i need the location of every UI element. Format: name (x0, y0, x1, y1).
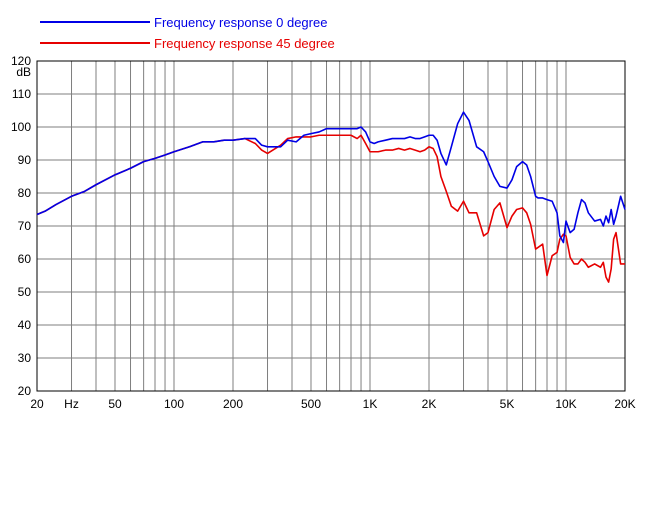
y-tick-label: 100 (11, 120, 31, 134)
legend: Frequency response 0 degree Frequency res… (40, 15, 335, 51)
y-tick-label: 80 (18, 186, 32, 200)
y-tick-label: 120 (11, 54, 31, 68)
series-line (36, 111, 626, 244)
series-layer (36, 111, 626, 283)
x-tick-label: 20 (30, 397, 44, 411)
y-tick-label: 60 (18, 252, 32, 266)
x-tick-label: 500 (301, 397, 321, 411)
tick-labels: 20 Hz 50 100 200 500 1K 2K 5K 10K 20K 20 30 40 50 60 70 8… (11, 54, 636, 411)
legend-label: Frequency response 45 degree (154, 36, 335, 51)
x-tick-label: Hz (64, 397, 79, 411)
grid (36, 60, 626, 392)
series-line (36, 134, 625, 283)
y-tick-label: 90 (18, 153, 32, 167)
y-tick-label: 70 (18, 219, 32, 233)
x-tick-label: 10K (555, 397, 576, 411)
y-axis-label: dB (16, 65, 31, 79)
x-tick-label: 5K (500, 397, 515, 411)
y-tick-label: 110 (12, 87, 31, 101)
y-tick-label: 30 (18, 351, 32, 365)
y-tick-label: 40 (18, 318, 32, 332)
x-tick-label: 2K (422, 397, 437, 411)
x-tick-label: 200 (223, 397, 243, 411)
y-tick-label: 20 (18, 384, 32, 398)
x-tick-label: 1K (363, 397, 378, 411)
y-tick-label: 50 (18, 285, 32, 299)
x-tick-label: 50 (108, 397, 122, 411)
plot-frame (36, 60, 626, 392)
legend-label: Frequency response 0 degree (154, 15, 327, 30)
x-tick-label: 20K (614, 397, 635, 411)
x-tick-label: 100 (164, 397, 184, 411)
